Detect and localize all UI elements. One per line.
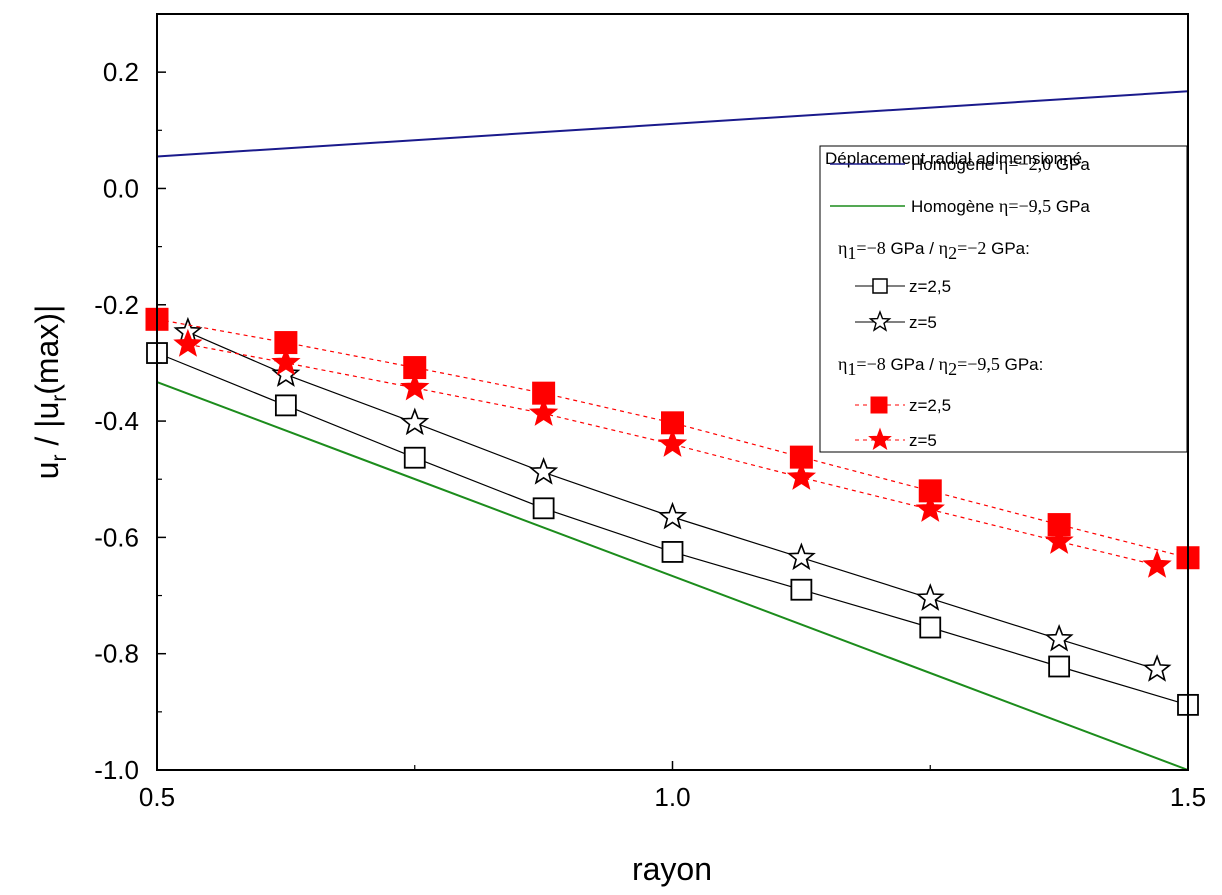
series-5-point (657, 428, 688, 457)
series-0-line (156, 90, 1189, 158)
series-5-point (173, 328, 203, 357)
series-3-point (1044, 623, 1074, 652)
series-5-point (1142, 549, 1172, 578)
series-3-point (271, 359, 301, 387)
series-2-point (532, 497, 555, 520)
series-3-point (915, 583, 945, 611)
legend-label-g1-square: z=2,5 (909, 277, 951, 296)
series-2-point (661, 541, 684, 563)
series-3-point (786, 542, 816, 571)
series-2-point (790, 578, 813, 601)
legend-group-1-header: η1=−8 GPa / η2=−2 GPa: (838, 238, 1030, 263)
y-tick-label: -0.6 (94, 522, 139, 552)
series-5-point (271, 347, 301, 376)
series-3-point (400, 407, 430, 436)
legend-marker-filled-star (868, 427, 892, 451)
plot-series (145, 90, 1200, 771)
x-axis-ticks: 0.5 1.0 1.5 (139, 761, 1206, 812)
legend-marker-filled-square (870, 396, 888, 414)
legend: Déplacement radial adimensionné Homogène… (819, 145, 1188, 453)
x-axis-label: rayon (632, 851, 712, 887)
legend-marker-open-star (868, 310, 892, 332)
legend-label-homogene-2: Homogène η=−9,5 GPa (911, 196, 1090, 216)
x-tick-label: 1.0 (654, 782, 690, 812)
series-4-line (156, 318, 1189, 559)
y-tick-label: -0.4 (94, 406, 139, 436)
series-5-line (187, 343, 1158, 566)
series-2-point (919, 616, 942, 639)
y-axis-ticks: 0.2 0.0 -0.2 -0.4 -0.6 -0.8 -1.0 (94, 57, 166, 785)
y-tick-label: 0.2 (103, 57, 139, 87)
y-tick-label: 0.0 (103, 173, 139, 203)
legend-label-g1-star: z=5 (909, 313, 937, 332)
legend-star-open (868, 310, 892, 332)
series-5-point (528, 398, 559, 426)
y-tick-label: -1.0 (94, 755, 139, 785)
x-tick-label: 1.5 (1170, 782, 1206, 812)
y-tick-label: -0.8 (94, 639, 139, 669)
series-2-point (1048, 655, 1071, 678)
y-axis-label: ur / |ur(max)| (29, 305, 71, 480)
legend-label-g2-star: z=5 (909, 431, 937, 450)
legend-star-filled (868, 427, 892, 451)
series-2-point (403, 446, 426, 469)
series-2-point (274, 394, 297, 417)
series-3-point (529, 457, 559, 485)
series-1-line (156, 381, 1189, 771)
series-5-point (400, 372, 430, 401)
legend-group-2-header: η1=−8 GPa / η2=−9,5 GPa: (838, 354, 1043, 379)
series-5-point (786, 462, 817, 490)
legend-label-g2-square: z=2,5 (909, 396, 951, 415)
legend-marker-open-square (872, 278, 888, 294)
series-3-point (1142, 654, 1172, 682)
x-tick-label: 0.5 (139, 782, 175, 812)
y-tick-label: -0.2 (94, 290, 139, 320)
series-5-point (1044, 526, 1074, 554)
series-5-point (915, 494, 945, 522)
legend-label-homogene-1: Homogène η=−2,0 GPa (911, 154, 1090, 174)
series-3-point (657, 501, 688, 530)
